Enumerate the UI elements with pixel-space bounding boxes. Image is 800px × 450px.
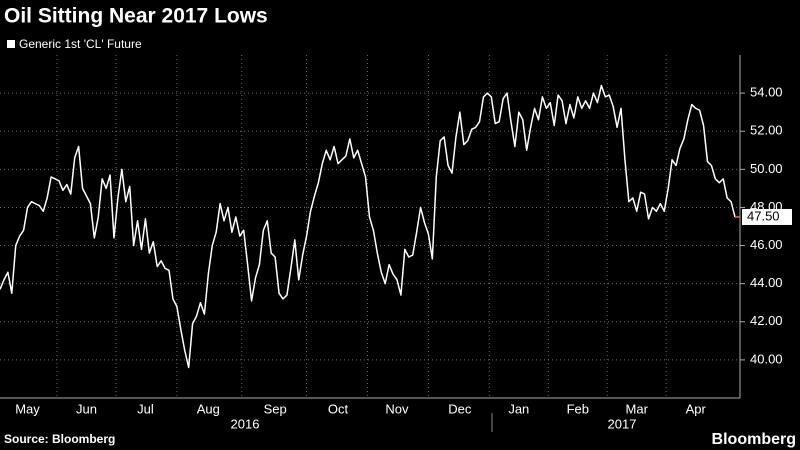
legend-swatch: [7, 40, 15, 48]
y-tick-label: 52.00: [750, 123, 783, 138]
source: Source: Bloomberg: [4, 432, 115, 446]
last-value-label: 47.50: [747, 208, 780, 223]
x-tick-label: Apr: [686, 401, 707, 416]
y-tick-label: 40.00: [750, 351, 783, 366]
x-tick-label: Jan: [508, 401, 529, 416]
price-line: [0, 84, 736, 369]
x-tick-label: Aug: [197, 401, 220, 416]
x-tick-label: Jun: [76, 401, 97, 416]
x-tick-label: Jul: [137, 401, 154, 416]
y-tick-label: 44.00: [750, 275, 783, 290]
y-tick-label: 54.00: [750, 85, 783, 100]
y-tick-label: 50.00: [750, 161, 783, 176]
brand-logo: Bloomberg: [712, 431, 796, 448]
chart-title: Oil Sitting Near 2017 Lows: [4, 5, 268, 28]
x-tick-label: Mar: [626, 401, 649, 416]
y-tick-label: 42.00: [750, 313, 783, 328]
x-tick-label: Dec: [448, 401, 472, 416]
last-value-box: [742, 208, 792, 225]
x-tick-label: Nov: [385, 401, 409, 416]
x-tick-label: Sep: [264, 401, 287, 416]
x-tick-label: May: [15, 401, 40, 416]
x-tick-label: Feb: [567, 401, 589, 416]
y-tick-label: 46.00: [750, 237, 783, 252]
year-label: 2017: [608, 416, 637, 431]
year-label: 2016: [231, 416, 260, 431]
x-tick-label: Oct: [328, 401, 349, 416]
legend-label: Generic 1st 'CL' Future: [19, 37, 142, 51]
